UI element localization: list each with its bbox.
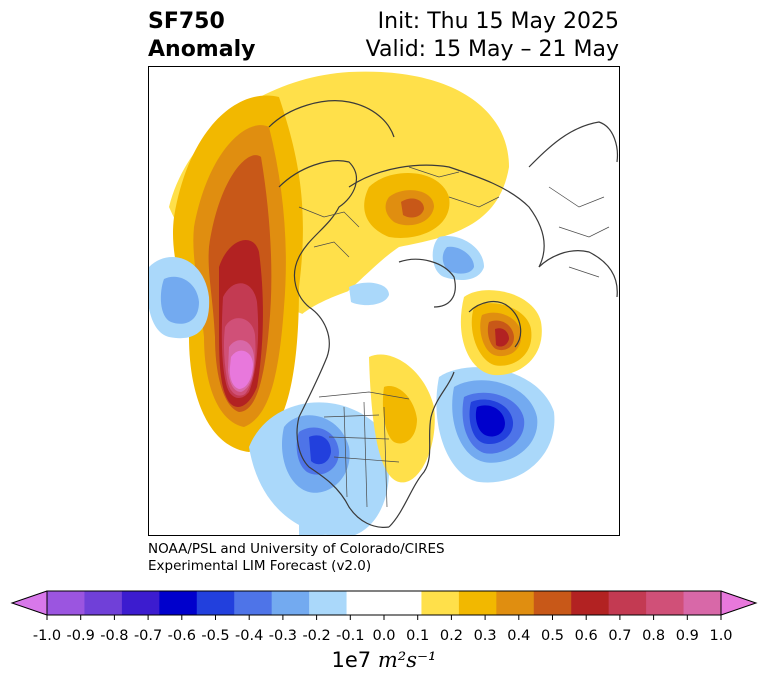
- colorbar-tick-label: -0.7: [133, 628, 163, 644]
- colorbar-tick-label: -0.6: [167, 628, 196, 644]
- colorbar-cell: [309, 591, 348, 615]
- colorbar-tick-label: 0.2: [439, 628, 463, 644]
- colorbar-extend-low-outline: [10, 590, 48, 616]
- colorbar-tick-label: -0.3: [268, 628, 298, 644]
- colorbar-tick-label: -0.9: [66, 628, 95, 644]
- colorbar: [10, 590, 758, 620]
- colorbar-tick-label: -0.4: [235, 628, 264, 644]
- colorbar-cell: [533, 591, 572, 615]
- colorbar-cells: [47, 591, 722, 615]
- colorbar-cell: [346, 591, 385, 615]
- colorbar-tick-label: -0.1: [336, 628, 365, 644]
- colorbar-tick-label: 0.3: [473, 628, 497, 644]
- title-right: Init: Thu 15 May 2025 Valid: 15 May – 21…: [366, 8, 619, 64]
- colorbar-extend-low: [12, 591, 47, 615]
- credit-line-1: NOAA/PSL and University of Colorado/CIRE…: [148, 541, 445, 557]
- field-name: SF750: [148, 9, 225, 34]
- units-math: m²s⁻¹: [377, 648, 437, 672]
- colorbar-tick-label: -0.2: [302, 628, 331, 644]
- country-borders: [298, 166, 610, 508]
- colorbar-tick-label: 0.9: [675, 628, 699, 644]
- colorbar-tick-label: -0.5: [201, 628, 230, 644]
- colorbar-tick-label: 0.8: [642, 628, 666, 644]
- colorbar-cell: [159, 591, 198, 615]
- colorbar-cell: [646, 591, 685, 615]
- colorbar-cell: [196, 591, 235, 615]
- colorbar-cell: [271, 591, 310, 615]
- title-left: SF750 Anomaly: [148, 8, 255, 64]
- colorbar-cell: [421, 591, 460, 615]
- colorbar-tick-label: -1.0: [32, 628, 62, 644]
- field-type: Anomaly: [148, 37, 256, 62]
- units-prefix: 1e7: [331, 648, 372, 672]
- init-time: Init: Thu 15 May 2025: [377, 9, 619, 34]
- credit-line-2: Experimental LIM Forecast (v2.0): [148, 558, 372, 574]
- colorbar-cell: [234, 591, 273, 615]
- colorbar-cell: [608, 591, 647, 615]
- colorbar-cell: [683, 591, 722, 615]
- colorbar-units: 1e7 m²s⁻¹: [332, 648, 437, 672]
- colorbar-tick-label: -0.8: [100, 628, 129, 644]
- colorbar-cell: [571, 591, 610, 615]
- colorbar-extend-high: [721, 591, 756, 615]
- colorbar-tick-label: 0.6: [574, 628, 598, 644]
- colorbar-cell: [47, 591, 85, 615]
- colorbar-cell: [384, 591, 422, 615]
- map-panel: [148, 66, 620, 536]
- colorbar-cell: [496, 591, 535, 615]
- colorbar-cell: [84, 591, 123, 615]
- valid-period: Valid: 15 May – 21 May: [365, 37, 619, 62]
- colorbar-tick-label: 0.4: [507, 628, 531, 644]
- colorbar-ticks: [46, 615, 722, 620]
- negative-anomaly-min: [475, 405, 505, 437]
- colorbar-tick-label: 1.0: [709, 628, 733, 644]
- credit: NOAA/PSL and University of Colorado/CIRE…: [148, 541, 445, 575]
- colorbar-cell: [458, 591, 497, 615]
- contour-fills: [149, 71, 555, 535]
- anomaly-map: [149, 71, 619, 535]
- colorbar-tick-label: 0.1: [406, 628, 430, 644]
- colorbar-tick-label: 0.7: [608, 628, 632, 644]
- colorbar-tick-label: 0.0: [372, 628, 396, 644]
- coastlines: [268, 100, 619, 528]
- positive-anomaly-max: [229, 350, 253, 389]
- colorbar-cell: [121, 591, 160, 615]
- colorbar-tick-label: 0.5: [540, 628, 565, 644]
- colorbar-extend-high-outline: [720, 590, 758, 616]
